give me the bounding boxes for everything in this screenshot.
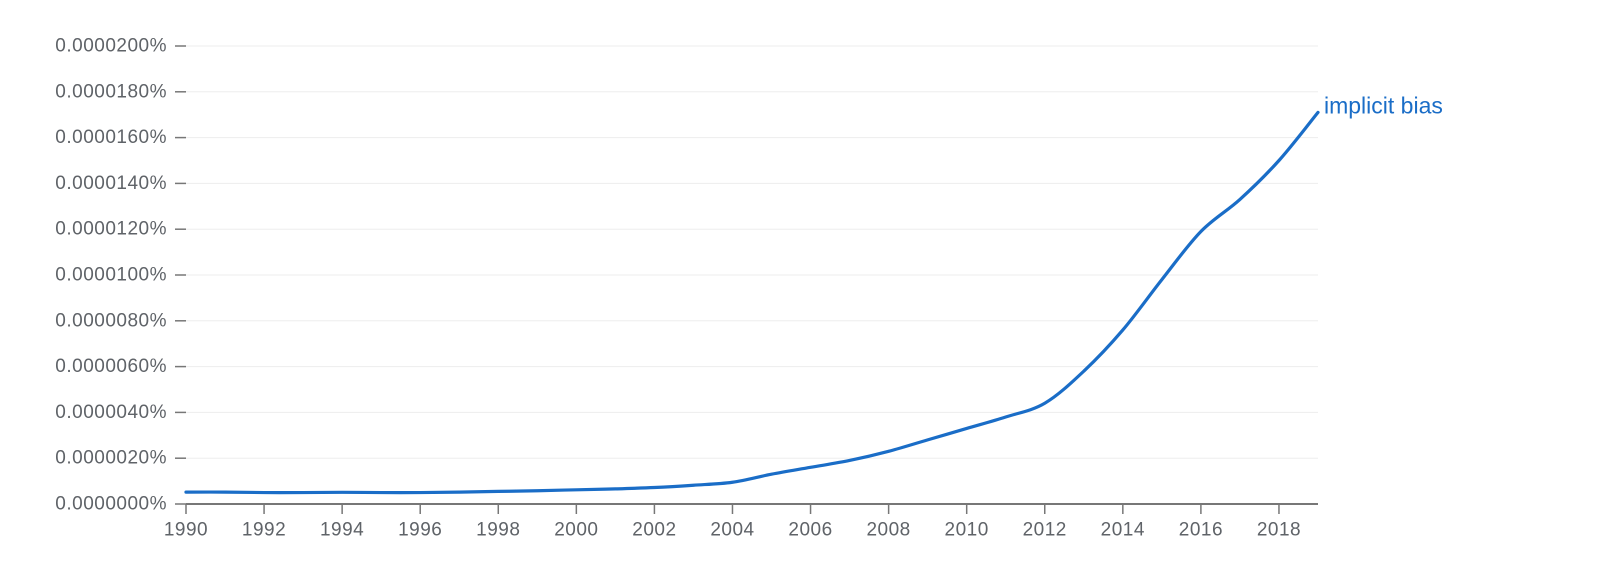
x-tick-label: 2010 bbox=[945, 520, 989, 541]
x-tick-label: 1994 bbox=[320, 520, 364, 541]
y-tick-label: 0.0000020% bbox=[55, 448, 167, 469]
y-axis: 0.0000000% 0.0000020% 0.0000040% 0.0000060%… bbox=[55, 36, 186, 515]
x-tick-label: 1992 bbox=[242, 520, 286, 541]
x-tick-label: 1990 bbox=[164, 520, 208, 541]
x-tick-label: 2006 bbox=[788, 520, 832, 541]
x-tick-label: 2014 bbox=[1101, 520, 1145, 541]
series-layer bbox=[184, 110, 1320, 495]
y-tick-label: 0.0000080% bbox=[55, 310, 167, 331]
y-tick-label: 0.0000140% bbox=[55, 173, 167, 194]
y-tick-label: 0.0000180% bbox=[55, 81, 167, 102]
y-tick-label: 0.0000120% bbox=[55, 219, 167, 240]
gridlines bbox=[186, 45, 1318, 459]
x-tick-label: 2008 bbox=[866, 520, 910, 541]
x-tick-label: 2018 bbox=[1257, 520, 1301, 541]
y-tick-label: 0.0000060% bbox=[55, 356, 167, 377]
x-tick-label: 2004 bbox=[710, 520, 754, 541]
y-tick-label: 0.0000000% bbox=[55, 494, 167, 515]
series-line-0 bbox=[184, 110, 1320, 495]
y-tick-label: 0.0000100% bbox=[55, 265, 167, 286]
x-tick-label: 1996 bbox=[398, 520, 442, 541]
y-tick-label: 0.0000160% bbox=[55, 127, 167, 148]
y-tick-label: 0.0000040% bbox=[55, 402, 167, 423]
series-label: implicit bias bbox=[1324, 92, 1443, 118]
x-tick-label: 2012 bbox=[1023, 520, 1067, 541]
x-tick-label: 2000 bbox=[554, 520, 598, 541]
x-tick-label: 2002 bbox=[632, 520, 676, 541]
x-tick-label: 1998 bbox=[476, 520, 520, 541]
x-tick-label: 2016 bbox=[1179, 520, 1223, 541]
x-axis: 1990 1992 1994 1996 1998 2000 2002 2004 2006 2008… bbox=[164, 503, 1318, 541]
y-tick-label: 0.0000200% bbox=[55, 36, 167, 57]
series-labels: implicit bias bbox=[1324, 92, 1443, 118]
